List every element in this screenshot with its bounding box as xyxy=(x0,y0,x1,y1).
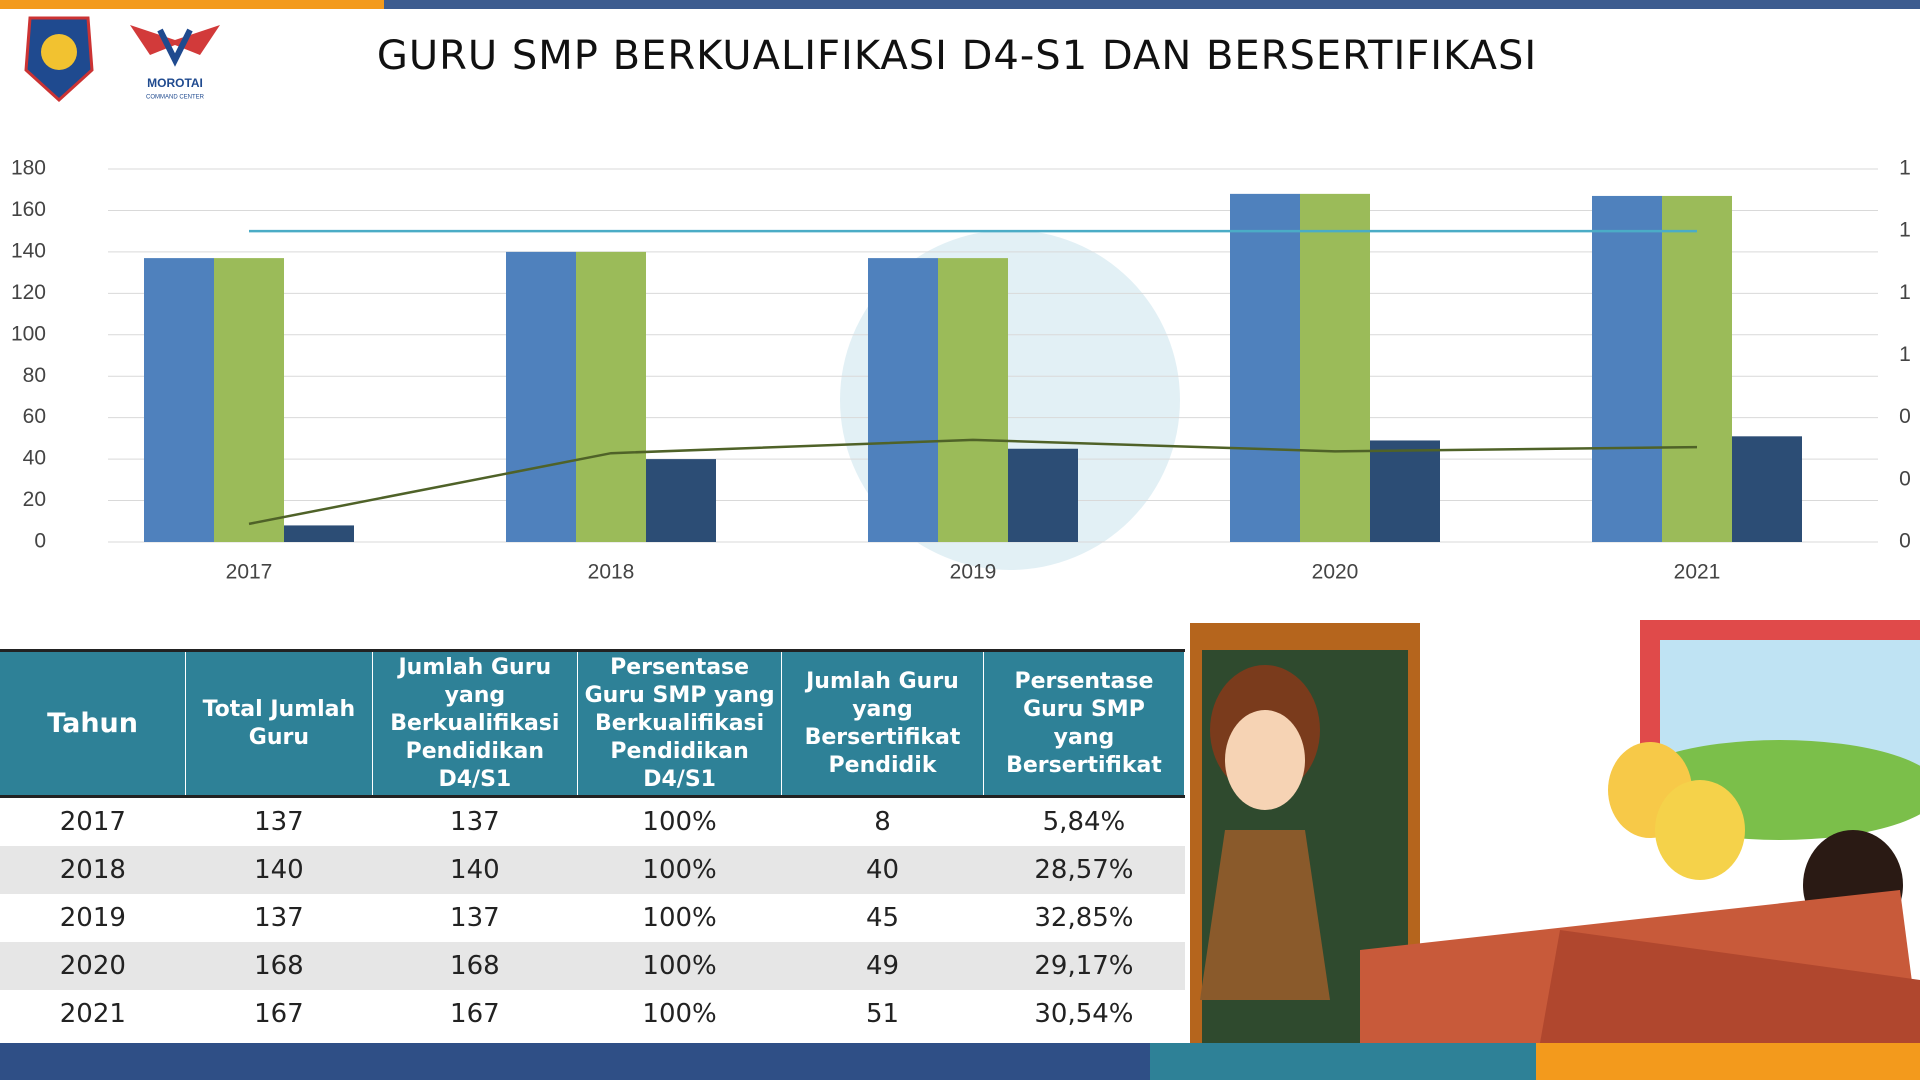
bar xyxy=(1008,448,1078,542)
column-header: Jumlah Guru yang Bersertifikat Pendidik xyxy=(781,649,984,798)
table-cell: 100% xyxy=(577,796,782,846)
bar xyxy=(1230,193,1300,542)
table-cell: 100% xyxy=(577,846,782,894)
y2-tick-label: 0 xyxy=(1899,467,1911,490)
y-tick-label: 160 xyxy=(11,198,46,221)
header-row: Tahun Total Jumlah Guru Jumlah Guru yang B… xyxy=(0,649,1186,798)
table-cell: 137 xyxy=(372,894,578,942)
table-cell: 49 xyxy=(781,942,984,990)
top-bar xyxy=(0,0,384,9)
bar xyxy=(938,258,1008,542)
bottom-bar xyxy=(0,1043,1150,1080)
column-header: Persentase Guru SMP yang Berkualifikasi … xyxy=(577,649,783,798)
table-row: 2018 140 140 100% 40 28,57% xyxy=(0,846,1185,894)
y2-tick-label: 0 xyxy=(1899,405,1911,428)
y-tick-label: 20 xyxy=(23,488,46,511)
bottom-bar xyxy=(1536,1043,1920,1080)
bottom-bar xyxy=(1150,1043,1536,1080)
table-cell: 100% xyxy=(577,942,782,990)
table-row: 2019 137 137 100% 45 32,85% xyxy=(0,894,1185,942)
table-cell: 5,84% xyxy=(983,796,1185,846)
bar xyxy=(1592,195,1662,542)
y-tick-label: 180 xyxy=(11,157,46,180)
table-cell: 2017 xyxy=(0,796,186,846)
x-tick-label: 2021 xyxy=(1674,561,1721,584)
illustration xyxy=(1190,620,1920,1043)
table-cell: 2021 xyxy=(0,990,186,1038)
table-cell: 29,17% xyxy=(983,942,1185,990)
bar xyxy=(1300,193,1370,542)
logo-text: MOROTAI xyxy=(147,76,203,90)
table-cell: 2018 xyxy=(0,846,186,894)
column-header: Persentase Guru SMP yang Bersertifikat xyxy=(983,649,1186,798)
line xyxy=(248,438,1698,526)
bar xyxy=(1732,436,1802,542)
table-cell: 51 xyxy=(781,990,984,1038)
table-cell: 137 xyxy=(185,894,373,942)
table-cell: 2020 xyxy=(0,942,186,990)
x-tick-label: 2020 xyxy=(1312,561,1359,584)
bar xyxy=(506,251,576,542)
y-tick-label: 80 xyxy=(23,364,46,387)
y2-tick-label: 1 xyxy=(1899,343,1911,366)
table-cell: 168 xyxy=(372,942,578,990)
bar xyxy=(1370,440,1440,542)
table-cell: 100% xyxy=(577,894,782,942)
table-cell: 30,54% xyxy=(983,990,1185,1038)
bar xyxy=(576,251,646,542)
table-cell: 140 xyxy=(185,846,373,894)
table-row: 2017 137 137 100% 8 5,84% xyxy=(0,796,1185,846)
table-row: 2021 167 167 100% 51 30,54% xyxy=(0,990,1185,1038)
y-tick-label: 40 xyxy=(23,447,46,470)
x-tick-label: 2019 xyxy=(950,561,997,584)
chart-title: GURU SMP BERKUALIFIKASI D4-S1 DAN BERSER… xyxy=(377,33,1537,79)
y2-tick-label: 1 xyxy=(1899,219,1911,242)
table-cell: 140 xyxy=(372,846,578,894)
y-tick-label: 120 xyxy=(11,281,46,304)
y-tick-label: 140 xyxy=(11,239,46,262)
x-tick-label: 2018 xyxy=(588,561,635,584)
data-table: Tahun Total Jumlah Guru Jumlah Guru yang B… xyxy=(0,649,1186,1038)
y-tick-label: 100 xyxy=(11,322,46,345)
table-cell: 167 xyxy=(372,990,578,1038)
bar xyxy=(144,258,214,542)
column-header: Jumlah Guru yang Berkualifikasi Pendidik… xyxy=(372,649,579,798)
table-cell: 28,57% xyxy=(983,846,1185,894)
table-cell: 45 xyxy=(781,894,984,942)
y2-tick-label: 0 xyxy=(1899,530,1911,553)
table-cell: 167 xyxy=(185,990,373,1038)
y-tick-label: 0 xyxy=(34,530,46,553)
bar xyxy=(214,258,284,542)
logo-subtext: COMMAND CENTER xyxy=(146,95,205,101)
table-cell: 2019 xyxy=(0,894,186,942)
y2-tick-label: 1 xyxy=(1899,281,1911,304)
table-cell: 100% xyxy=(577,990,782,1038)
table-cell: 40 xyxy=(781,846,984,894)
column-header: Total Jumlah Guru xyxy=(185,649,373,798)
table-cell: 137 xyxy=(372,796,578,846)
top-bar xyxy=(384,0,1920,9)
table-cell: 32,85% xyxy=(983,894,1185,942)
table-cell: 137 xyxy=(185,796,373,846)
bar xyxy=(284,525,354,542)
table-row: 2020 168 168 100% 49 29,17% xyxy=(0,942,1185,990)
bar xyxy=(868,258,938,542)
bar xyxy=(646,459,716,542)
x-tick-label: 2017 xyxy=(226,561,273,584)
table-cell: 168 xyxy=(185,942,373,990)
logo: MOROTAI COMMAND CENTER xyxy=(24,16,220,103)
y2-tick-label: 1 xyxy=(1899,157,1911,180)
bar xyxy=(1662,195,1732,542)
column-header: Tahun xyxy=(0,649,187,798)
table-cell: 8 xyxy=(781,796,984,846)
y-tick-label: 60 xyxy=(23,405,46,428)
